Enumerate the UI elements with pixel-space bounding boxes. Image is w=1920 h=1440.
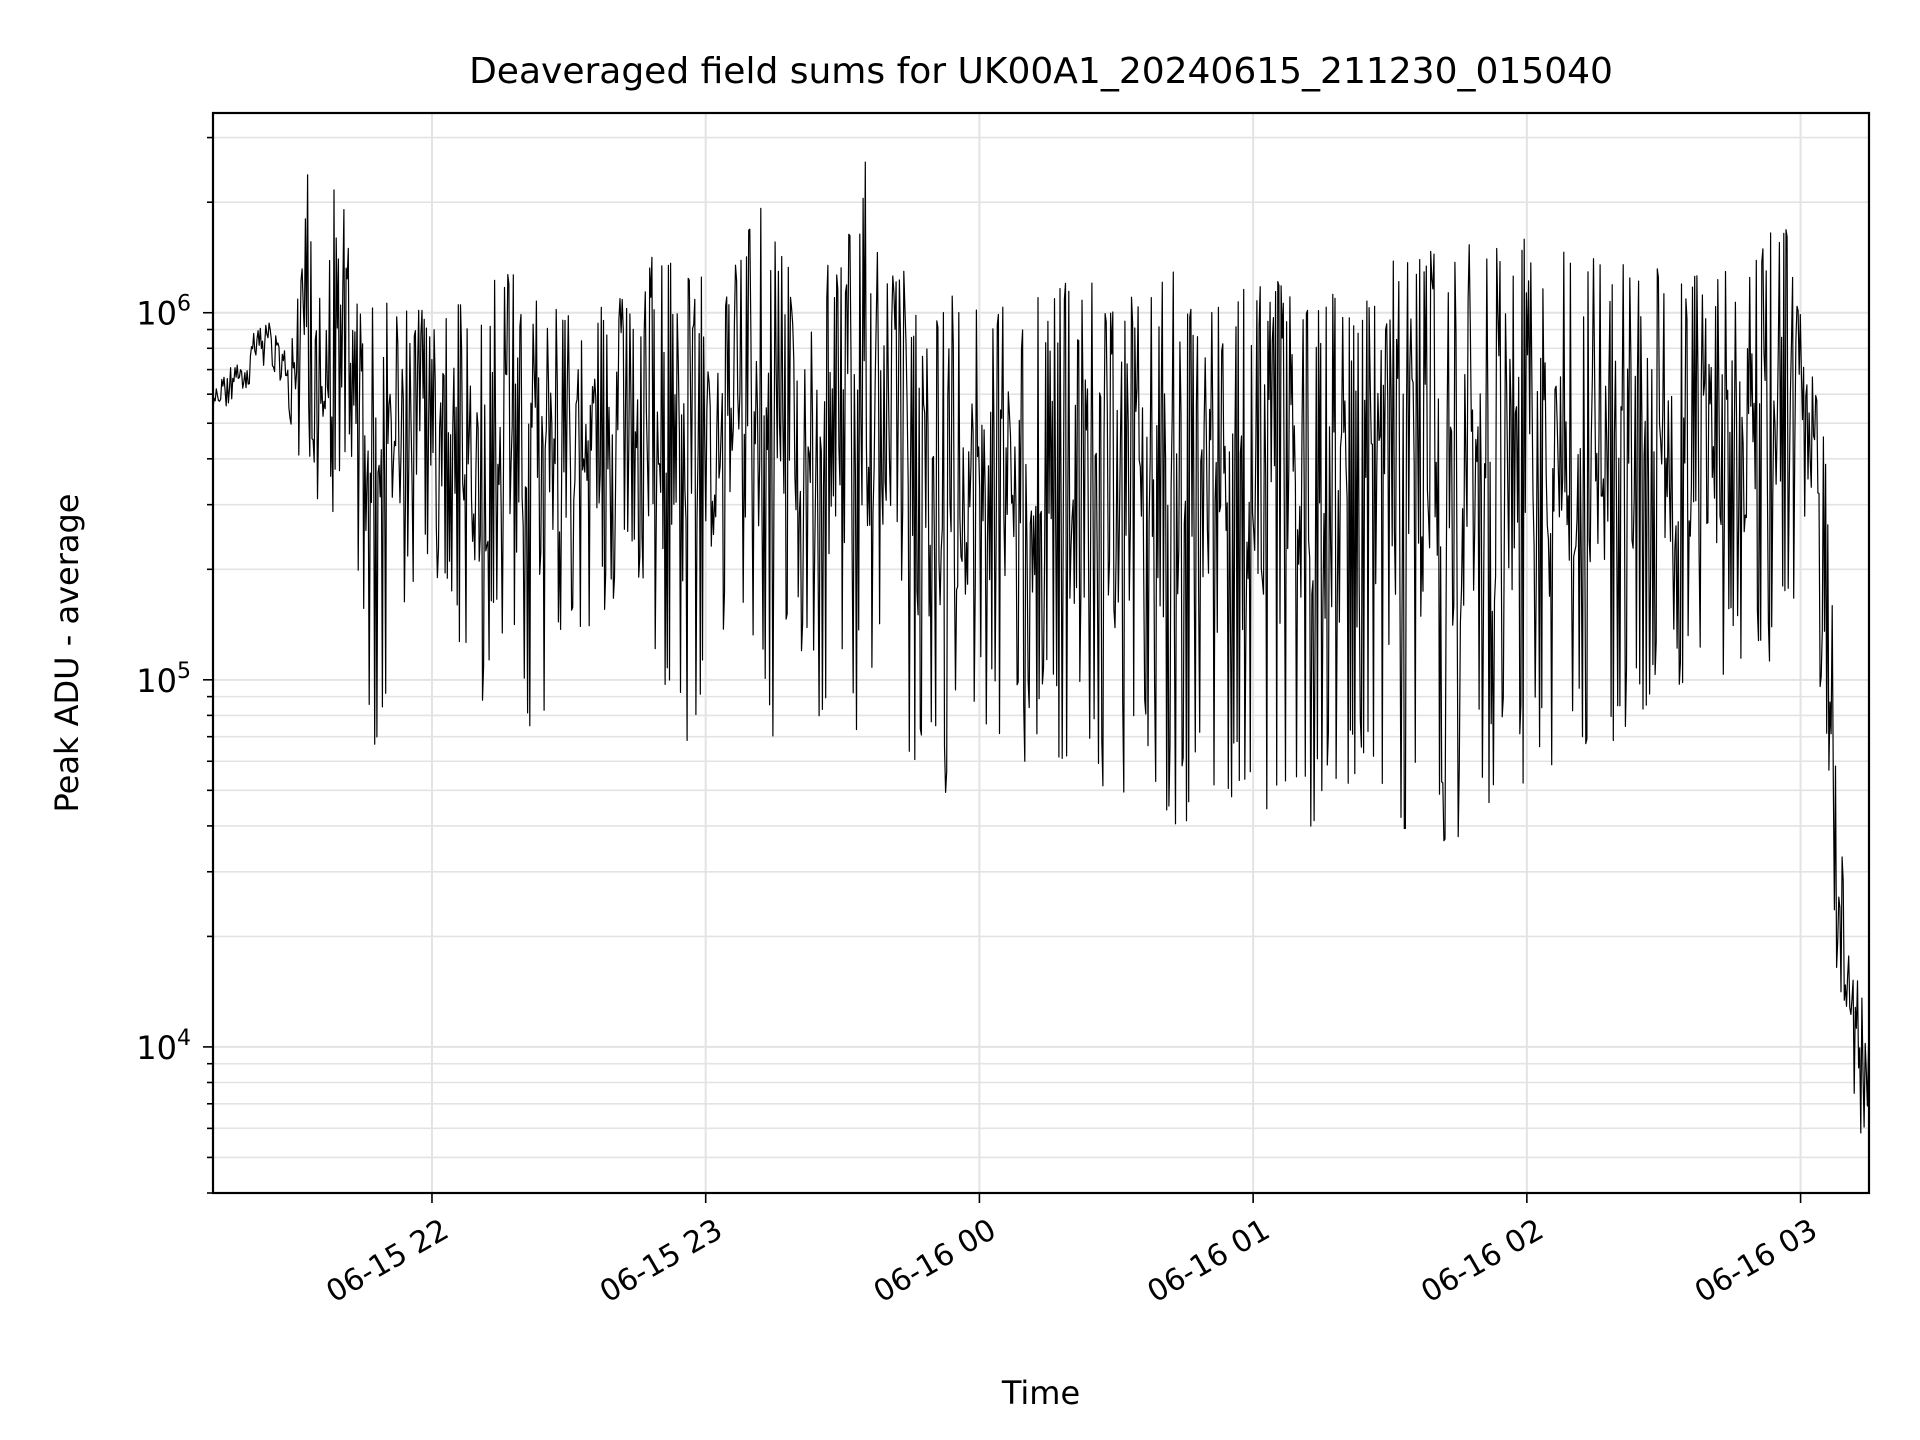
plot-frame <box>211 111 1871 1195</box>
y-axis-label: Peak ADU - average <box>48 494 86 813</box>
y-tick-label: 105 <box>136 659 191 700</box>
chart-title: Deaveraged field sums for UK00A1_2024061… <box>469 51 1613 92</box>
y-tick-label: 104 <box>136 1026 191 1067</box>
series-layer <box>212 161 1870 1134</box>
x-axis-label: Time <box>1001 1374 1080 1412</box>
y-tick-label: 106 <box>136 292 191 333</box>
y-axis: 104 105 106 <box>136 136 213 1194</box>
series-line <box>212 161 1870 1134</box>
